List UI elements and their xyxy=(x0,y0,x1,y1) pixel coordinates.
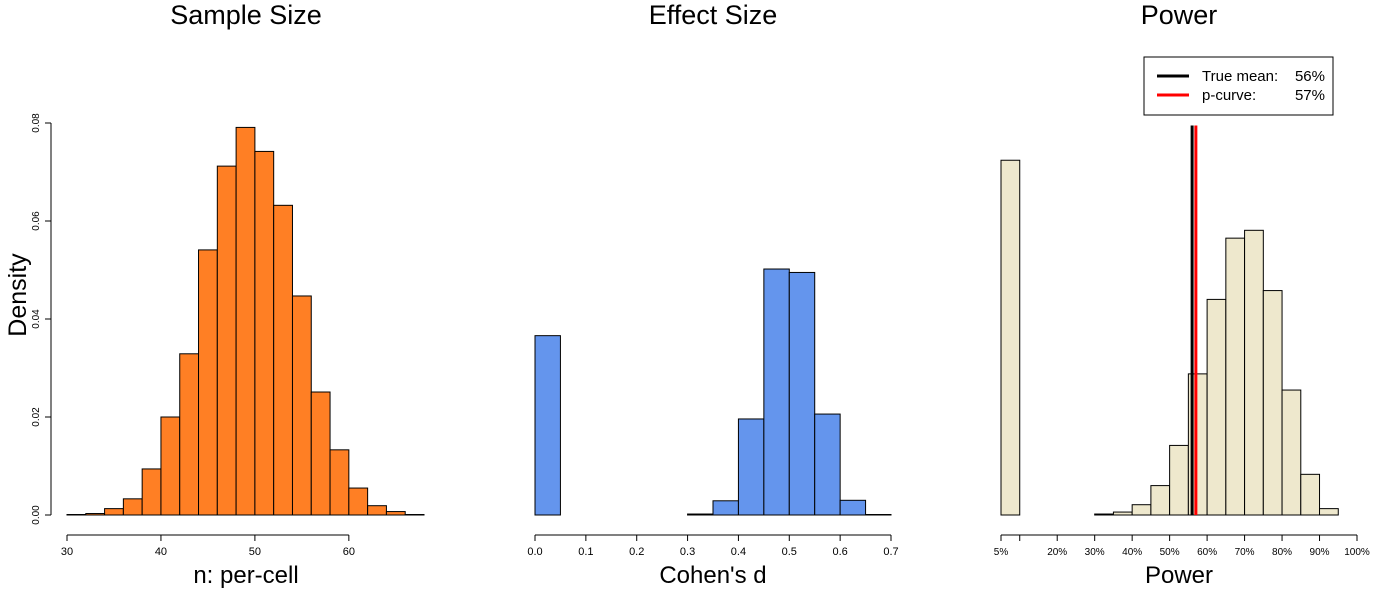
histogram-bar xyxy=(687,513,714,516)
histogram-bar xyxy=(329,449,350,516)
y-tick-label: 0.08 xyxy=(31,113,42,133)
histogram-bar xyxy=(348,487,369,516)
x-tick-label: 80% xyxy=(1272,547,1292,558)
x-tick-label: 0.1 xyxy=(578,546,593,558)
histogram-bar xyxy=(291,295,312,516)
power-panel: Power 5% 20% 30% 40% 50% 60% 70% 80% 90% 100% Power… xyxy=(994,0,1370,589)
histogram-bar xyxy=(1131,504,1152,516)
legend-label: True mean: xyxy=(1202,68,1278,85)
histogram-bar xyxy=(235,126,256,516)
histogram-bar xyxy=(1300,473,1321,516)
x-tick-label: 30 xyxy=(61,546,73,558)
histogram-bar xyxy=(367,505,387,516)
legend-label: p-curve: xyxy=(1202,87,1256,104)
histogram-bar xyxy=(788,271,816,516)
x-tick-label: 50% xyxy=(1160,547,1180,558)
histogram-bar xyxy=(814,413,841,516)
x-tick-label: 40 xyxy=(155,546,167,558)
histogram-bar xyxy=(534,335,561,516)
histogram-bar xyxy=(712,500,739,516)
histogram-bar xyxy=(1112,511,1133,516)
x-tick-label: 0.5 xyxy=(782,546,797,558)
x-tick-label: 100% xyxy=(1344,547,1370,558)
y-tick-label: 0.00 xyxy=(31,505,42,525)
histogram-bar xyxy=(1206,298,1227,516)
histogram-bar xyxy=(160,416,181,516)
histogram-bar xyxy=(839,499,867,516)
histogram-bar xyxy=(1281,389,1302,516)
histogram-bar xyxy=(310,391,331,516)
x-axis-label: Cohen's d xyxy=(659,562,766,589)
x-tick-label: 60 xyxy=(343,546,355,558)
histogram-bar xyxy=(1262,290,1283,516)
chart-title: Power xyxy=(1141,0,1218,30)
y-tick-label: 0.06 xyxy=(31,211,42,231)
legend-box xyxy=(1143,56,1334,116)
x-tick-label: 20% xyxy=(1047,547,1067,558)
shared-y-axis-label: Density xyxy=(4,253,32,337)
y-tick-label: 0.02 xyxy=(31,407,42,427)
histogram-bar xyxy=(385,511,406,516)
histogram-bar xyxy=(1000,159,1021,516)
chart-title: Sample Size xyxy=(170,0,322,30)
x-tick-label: 0.7 xyxy=(883,546,898,558)
sample-size-panel: Sample Size 30 40 50 60 n: per-cell 0.00 0.02 0.… xyxy=(31,0,425,589)
effect-size-panel: Effect Size 0.0 0.1 0.2 0.3 0.4 0.5 0.6 0.7 Cohen… xyxy=(527,0,898,589)
x-axis-label: n: per-cell xyxy=(193,562,298,589)
histogram-bar xyxy=(273,204,293,516)
x-tick-label: 0.3 xyxy=(680,546,695,558)
x-tick-label: 90% xyxy=(1310,547,1330,558)
legend-value: 57% xyxy=(1295,87,1325,104)
x-tick-label: 40% xyxy=(1122,547,1142,558)
chart-title: Effect Size xyxy=(649,0,778,30)
x-tick-label: 5% xyxy=(994,547,1009,558)
histogram-bar xyxy=(122,498,143,516)
x-tick-label: 60% xyxy=(1197,547,1217,558)
histogram-bar xyxy=(1094,513,1114,516)
x-tick-label: 0.4 xyxy=(731,546,746,558)
histogram-bar xyxy=(1150,485,1171,516)
histogram-bar xyxy=(763,268,790,516)
histogram-bar xyxy=(216,165,237,516)
histogram-bar xyxy=(1169,444,1189,516)
x-tick-label: 50 xyxy=(249,546,261,558)
x-tick-label: 30% xyxy=(1085,547,1105,558)
histogram-bar xyxy=(85,513,106,516)
histogram-bar xyxy=(254,150,275,516)
histogram-bar xyxy=(1225,237,1246,516)
x-tick-label: 0.2 xyxy=(629,546,644,558)
x-tick-label: 0.6 xyxy=(832,546,847,558)
histogram-bar xyxy=(1319,508,1339,516)
y-tick-label: 0.04 xyxy=(31,309,42,329)
histogram-bar xyxy=(104,508,124,516)
x-tick-label: 70% xyxy=(1235,547,1255,558)
histogram-bar xyxy=(198,249,218,516)
x-tick-label: 0.0 xyxy=(527,546,542,558)
histogram-bar xyxy=(737,418,765,516)
histogram-bar xyxy=(1244,229,1264,516)
legend-value: 56% xyxy=(1295,68,1325,85)
x-axis-label: Power xyxy=(1145,562,1213,589)
histogram-bar xyxy=(179,353,200,516)
histogram-bar xyxy=(141,468,162,516)
